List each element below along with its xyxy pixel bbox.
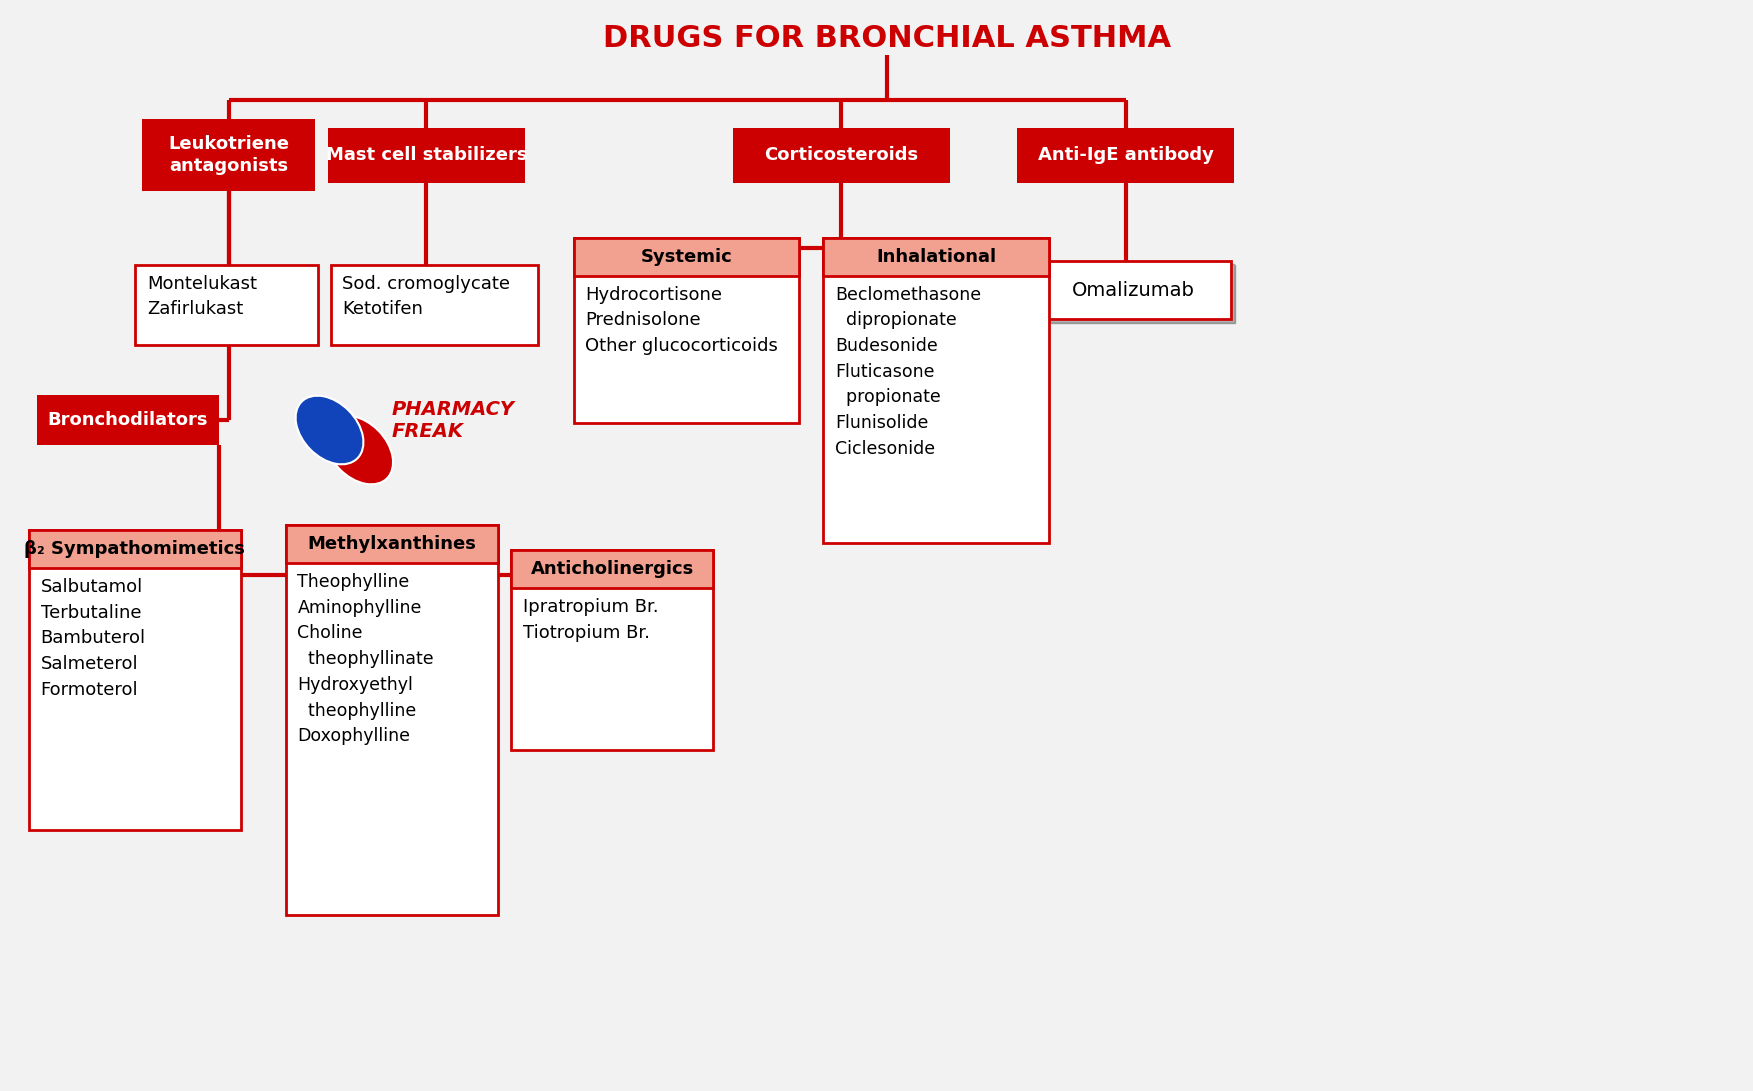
Text: Salbutamol
Terbutaline
Bambuterol
Salmeterol
Formoterol: Salbutamol Terbutaline Bambuterol Salmet… [40, 578, 145, 699]
Text: Anti-IgE antibody: Anti-IgE antibody [1038, 146, 1213, 164]
FancyBboxPatch shape [328, 128, 526, 182]
Ellipse shape [326, 416, 393, 484]
FancyBboxPatch shape [37, 395, 219, 445]
Text: β₂ Sympathomimetics: β₂ Sympathomimetics [25, 540, 245, 558]
FancyBboxPatch shape [1036, 261, 1231, 319]
Text: Bronchodilators: Bronchodilators [47, 411, 209, 429]
FancyBboxPatch shape [824, 238, 1048, 542]
FancyBboxPatch shape [28, 530, 242, 568]
FancyBboxPatch shape [286, 525, 498, 563]
Text: Anticholinergics: Anticholinergics [531, 560, 694, 578]
Text: PHARMACY
FREAK: PHARMACY FREAK [391, 399, 515, 441]
FancyBboxPatch shape [28, 530, 242, 830]
Text: DRUGS FOR BRONCHIAL ASTHMA: DRUGS FOR BRONCHIAL ASTHMA [603, 24, 1171, 52]
Text: Mast cell stabilizers: Mast cell stabilizers [326, 146, 528, 164]
Text: Theophylline
Aminophylline
Choline
  theophyllinate
Hydroxyethyl
  theophylline
: Theophylline Aminophylline Choline theop… [298, 573, 435, 745]
FancyBboxPatch shape [733, 128, 950, 182]
Text: Hydrocortisone
Prednisolone
Other glucocorticoids: Hydrocortisone Prednisolone Other glucoc… [586, 286, 778, 355]
Text: Methylxanthines: Methylxanthines [307, 535, 477, 553]
FancyBboxPatch shape [1017, 128, 1234, 182]
FancyBboxPatch shape [573, 238, 799, 422]
Text: Inhalational: Inhalational [876, 248, 996, 265]
Text: Beclomethasone
  dipropionate
Budesonide
Fluticasone
  propionate
Flunisolide
Ci: Beclomethasone dipropionate Budesonide F… [834, 286, 982, 458]
Text: Sod. cromoglycate
Ketotifen: Sod. cromoglycate Ketotifen [342, 275, 510, 317]
Ellipse shape [296, 396, 363, 465]
FancyBboxPatch shape [142, 119, 316, 191]
FancyBboxPatch shape [1040, 265, 1236, 323]
Text: Ipratropium Br.
Tiotropium Br.: Ipratropium Br. Tiotropium Br. [522, 598, 659, 642]
FancyBboxPatch shape [286, 525, 498, 915]
FancyBboxPatch shape [331, 265, 538, 345]
Text: Corticosteroids: Corticosteroids [764, 146, 919, 164]
FancyBboxPatch shape [573, 238, 799, 276]
FancyBboxPatch shape [510, 550, 713, 750]
Text: Omalizumab: Omalizumab [1073, 280, 1196, 300]
FancyBboxPatch shape [1040, 264, 1234, 322]
FancyBboxPatch shape [510, 550, 713, 588]
Text: Leukotriene
antagonists: Leukotriene antagonists [168, 135, 289, 175]
FancyBboxPatch shape [824, 238, 1048, 276]
FancyBboxPatch shape [135, 265, 317, 345]
Text: Systemic: Systemic [640, 248, 733, 265]
Text: Montelukast
Zafirlukast: Montelukast Zafirlukast [147, 275, 258, 317]
